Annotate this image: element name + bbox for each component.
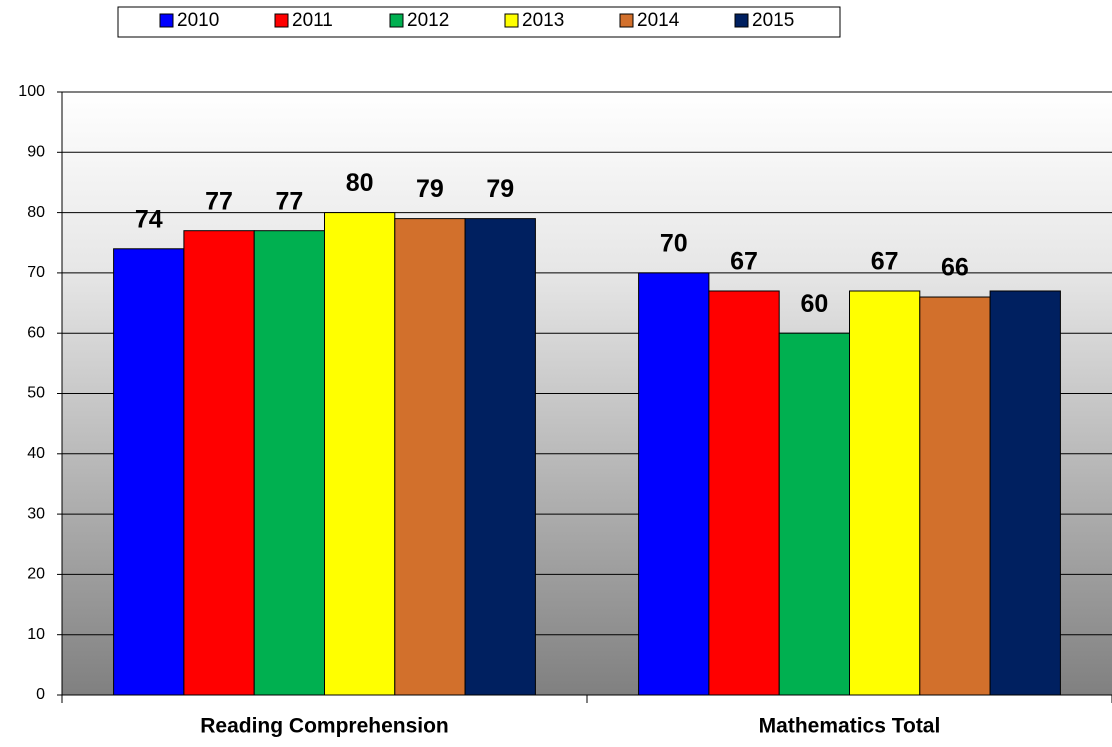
y-tick-label: 90 (27, 144, 45, 161)
data-label: 77 (275, 187, 303, 215)
y-tick-label: 40 (27, 445, 45, 462)
legend-label: 2012 (407, 10, 449, 31)
bar (253, 230, 325, 696)
y-tick-label: 50 (27, 385, 45, 402)
data-label: 79 (416, 175, 444, 203)
data-label: 67 (871, 248, 899, 276)
data-label: 66 (941, 254, 969, 282)
legend-label: 2015 (752, 10, 794, 31)
legend-label: 2014 (637, 10, 680, 31)
legend-swatch (274, 13, 289, 28)
x-tick-label: Reading Comprehension (200, 715, 449, 738)
legend-swatch (619, 13, 634, 28)
y-tick-label: 80 (27, 204, 45, 221)
bar (919, 296, 991, 696)
legend-swatch (504, 13, 519, 28)
bar (113, 248, 185, 696)
bar (849, 290, 921, 696)
legend-label: 2013 (522, 10, 564, 31)
legend-swatch (389, 13, 404, 28)
bar (638, 272, 710, 696)
legend (117, 6, 841, 38)
data-label: 70 (660, 230, 688, 258)
legend-swatch (159, 13, 174, 28)
bar (324, 212, 396, 696)
bar (464, 218, 536, 696)
legend-label: 2010 (177, 10, 219, 31)
y-tick-label: 20 (27, 566, 45, 583)
data-label: 80 (346, 169, 374, 197)
data-label: 77 (205, 187, 233, 215)
bar (989, 290, 1061, 696)
bar (778, 332, 851, 696)
y-tick-label: 100 (18, 83, 45, 100)
y-tick-label: 70 (27, 264, 45, 281)
bar (708, 290, 780, 696)
data-label: 67 (730, 248, 758, 276)
legend-label: 2011 (292, 10, 333, 31)
y-tick-label: 60 (27, 324, 45, 341)
data-label: 79 (486, 175, 514, 203)
data-label: 74 (135, 205, 163, 233)
y-tick-label: 0 (36, 686, 45, 703)
bar (394, 218, 466, 696)
y-tick-label: 10 (27, 626, 45, 643)
bar (183, 230, 255, 696)
y-tick-label: 30 (27, 505, 45, 522)
data-label: 60 (800, 290, 828, 318)
legend-swatch (734, 13, 749, 28)
x-tick-label: Mathematics Total (759, 715, 941, 738)
